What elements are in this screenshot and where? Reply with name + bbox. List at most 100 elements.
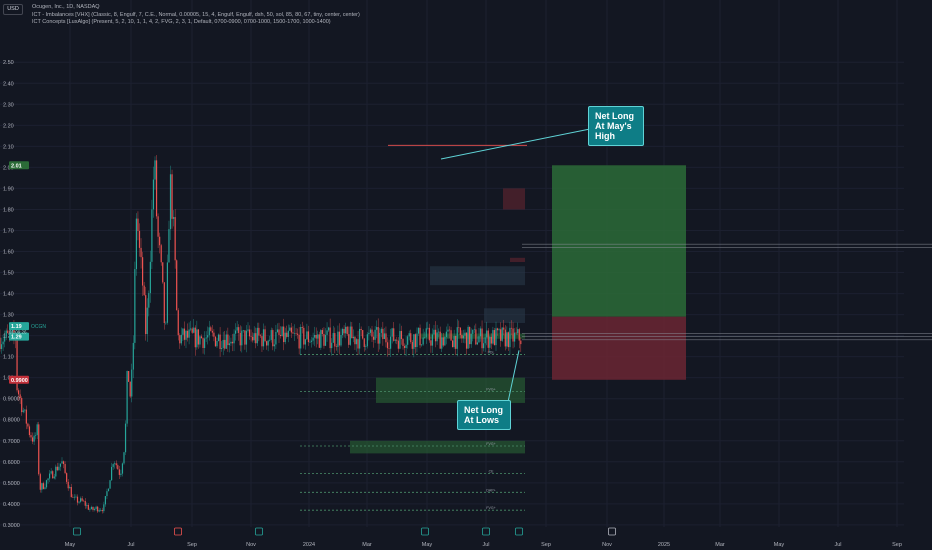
candle-body [89,509,91,510]
candle-body [230,341,232,344]
candle-body [117,465,119,470]
candle-body [385,333,387,343]
candle-body [157,216,159,237]
y-tick-label: 0.4000 [3,502,20,508]
candle-body [155,160,158,217]
candle-body [459,327,461,336]
candle-body [298,334,300,349]
y-tick-label: 2.00 [3,165,14,171]
candle-body [402,339,404,346]
target-price-tag-bg [9,161,29,170]
candle-body [506,332,508,347]
fvg-zone [430,266,525,286]
candle-body [433,329,435,335]
candle-body [501,327,503,341]
candle-body [86,504,88,506]
candle-body [498,329,500,331]
candle-body [261,336,263,347]
candle-body [66,473,68,482]
candle-body [486,330,488,338]
candle-body [465,332,468,349]
indicator-ict-concepts-label[interactable]: ICT Concepts [LuxAlgo] (Present, 5, 2, 1… [32,19,331,25]
candle-body [400,330,403,340]
price-tags: 2.01 0.9900 1.29 1.19 OCGN 01:09:26 [9,161,46,384]
candle-body [410,333,412,343]
candle-body [211,330,213,333]
last-price-tag: 1.19 [11,324,22,330]
candle-body [159,236,161,246]
candle-body [42,483,44,489]
candle-body [104,496,106,505]
candle-body [36,424,38,436]
candle-body [196,329,198,348]
currency-button[interactable]: USD [3,4,23,15]
time-axis[interactable]: May Jul Sep Nov 2024 Mar May Jul Sep Nov 2025 Mar Ma… [65,527,902,548]
candle-body [109,480,111,489]
candle-body [38,424,40,475]
candle-body [53,476,55,479]
candle-body [131,369,133,397]
candle-body [4,336,6,342]
candle-body [326,330,328,335]
x-tick-label: Jul [482,542,489,548]
x-tick-label: Jul [127,542,134,548]
candle-body [444,337,446,346]
candle-body [332,333,334,343]
candle-body [148,293,150,308]
candle-body [129,381,131,397]
candle-body [80,498,82,502]
candle-body [455,335,457,349]
candle-body [253,333,255,341]
candle-body [19,394,21,399]
candle-body [162,262,164,283]
candle-body [245,330,248,345]
x-tick-label: Jul [834,542,841,548]
candle-body [61,461,63,464]
candle-body [39,474,41,490]
candle-body [107,488,110,492]
candle-body [357,339,359,349]
candle-body [13,328,15,336]
candle-body [93,508,96,510]
candle-body [188,329,190,338]
candle-body [424,337,426,338]
candle-body [62,461,65,465]
candle-body [303,327,305,345]
candle-body [479,328,482,337]
candle-body [21,398,23,413]
candle-body [487,330,489,348]
y-tick-label: 1.70 [3,228,14,234]
candle-body [182,328,184,335]
countdown-tag: 01:09:26 [9,329,27,334]
price-axis[interactable]: 2.50 2.40 2.30 2.20 2.10 2.00 1.90 1.80 1.70 1.60… [3,60,20,529]
earnings-marker [482,527,490,536]
candle-body [360,328,362,331]
candle-body [193,327,195,333]
candle-body [259,335,261,337]
candle-body [403,345,406,348]
x-tick-label: Mar [715,542,725,548]
fvg-zone [376,377,525,403]
candle-body [248,329,251,337]
long-position-tool[interactable] [522,165,932,380]
candle-body [101,509,103,512]
candle-body [467,326,469,349]
callout-line: At May's [595,121,632,131]
candle-body [453,335,455,348]
candle-body [349,326,351,345]
x-tick-label: May [774,542,785,548]
candle-body [44,487,46,489]
candle-body [510,327,513,329]
candle-body [52,471,54,479]
candle-body [341,328,344,336]
candle-body [438,331,440,333]
candle-body [121,463,124,474]
candle-body [227,334,229,346]
candle-body [439,331,441,349]
candle-body [450,330,452,341]
candle-body [512,328,514,342]
indicator-imbalances-label[interactable]: ICT - Imbalances [VHX] (Classic, 8, Engu… [32,12,360,18]
candle-body [92,506,94,510]
candle-body [464,332,466,336]
